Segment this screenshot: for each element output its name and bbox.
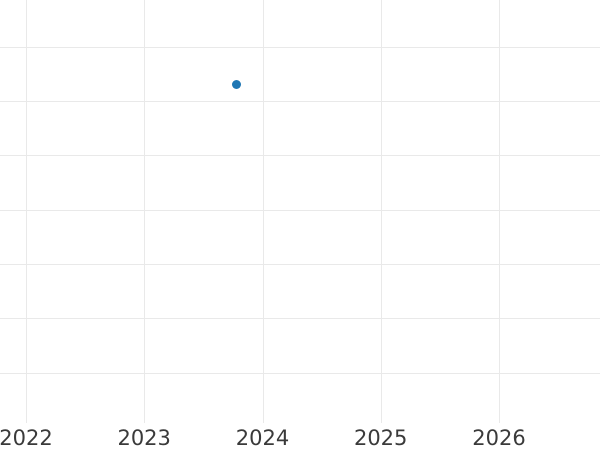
x-tick-label: 2026 (472, 426, 526, 450)
vertical-gridline (26, 0, 27, 423)
vertical-gridline (262, 0, 264, 423)
scatter-point (231, 80, 241, 89)
horizontal-gridline (0, 101, 600, 102)
vertical-gridline (144, 0, 146, 423)
vertical-gridline (499, 0, 500, 423)
horizontal-gridline (0, 372, 600, 374)
horizontal-gridline (0, 318, 600, 319)
x-tick-label: 2022 (0, 426, 53, 450)
vertical-gridline (380, 0, 382, 423)
x-tick-label: 2023 (117, 426, 171, 450)
x-tick-label: 2025 (353, 426, 408, 450)
horizontal-gridline (0, 155, 600, 156)
x-tick-label: 2024 (235, 426, 290, 450)
horizontal-gridline (0, 47, 600, 48)
horizontal-gridline (0, 210, 600, 211)
horizontal-gridline (0, 264, 600, 265)
